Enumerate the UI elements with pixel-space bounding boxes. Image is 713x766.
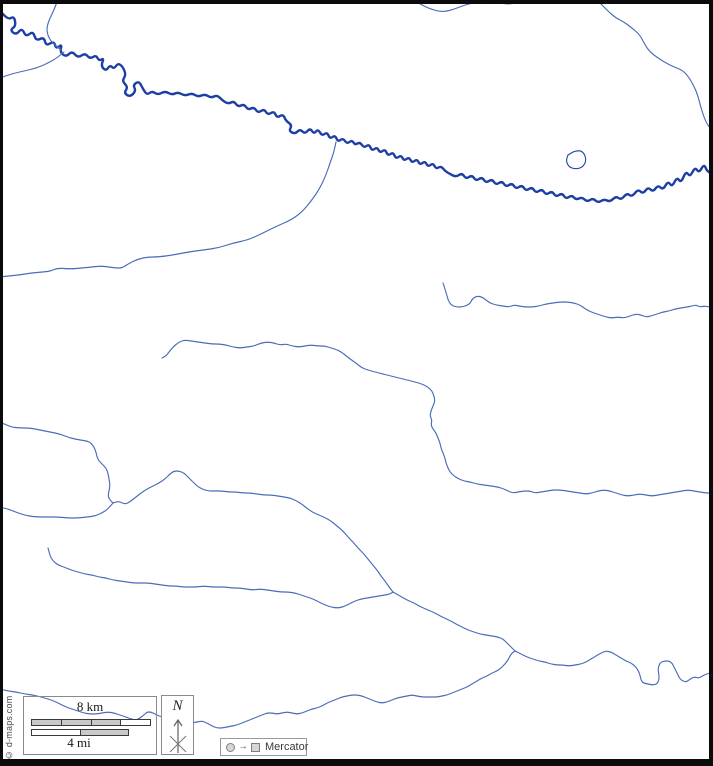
scale-km-label: 8 km xyxy=(76,699,104,714)
projection-box: → Mercator xyxy=(220,738,309,756)
stream-topright xyxy=(597,0,713,132)
rivers-layer xyxy=(0,0,713,729)
north-arrow-icon xyxy=(169,718,186,753)
stream-west-lower-tail xyxy=(0,502,114,519)
stream-west-branch xyxy=(0,51,65,79)
scale-bar-segment xyxy=(32,720,61,725)
stream-junction2-to-junction3 xyxy=(392,591,516,652)
scale-mi-label: 4 mi xyxy=(67,735,91,750)
projection-label: Mercator xyxy=(265,741,309,753)
stream-mid-right xyxy=(442,282,713,319)
projected-square-icon xyxy=(251,742,260,752)
stream-southwest-long xyxy=(0,141,337,278)
km-scale-bar xyxy=(31,719,151,726)
map-frame-top xyxy=(0,0,713,4)
globe-circle-icon xyxy=(226,742,235,752)
stream-confluence-east xyxy=(112,470,394,593)
copyright-credit: © d-maps.com xyxy=(4,695,14,760)
scale-bar-segment xyxy=(90,720,121,725)
map-frame-right xyxy=(709,0,713,766)
mi-scale-bar xyxy=(31,729,129,736)
stream-south-central xyxy=(47,547,394,609)
scale-box: 8 km 4 mi xyxy=(23,696,157,755)
stream-central xyxy=(161,339,713,497)
pond xyxy=(566,150,587,170)
scale-bar-segment xyxy=(79,730,128,735)
stream-topleft-join xyxy=(46,1,62,51)
scale-bar-segment xyxy=(60,720,91,725)
scale-bar-segment xyxy=(32,730,80,735)
map-frame-left xyxy=(0,0,3,766)
map-frame-bottom xyxy=(0,759,713,766)
projection-arrow-icon: → xyxy=(238,741,248,752)
main-river xyxy=(0,11,713,204)
stream-southeast-exit xyxy=(514,650,713,686)
north-compass-box: N xyxy=(161,695,194,755)
stream-west-upper xyxy=(0,421,114,504)
north-label: N xyxy=(172,698,183,714)
stream-bottom xyxy=(0,650,516,729)
scale-bar-segment xyxy=(120,720,150,725)
